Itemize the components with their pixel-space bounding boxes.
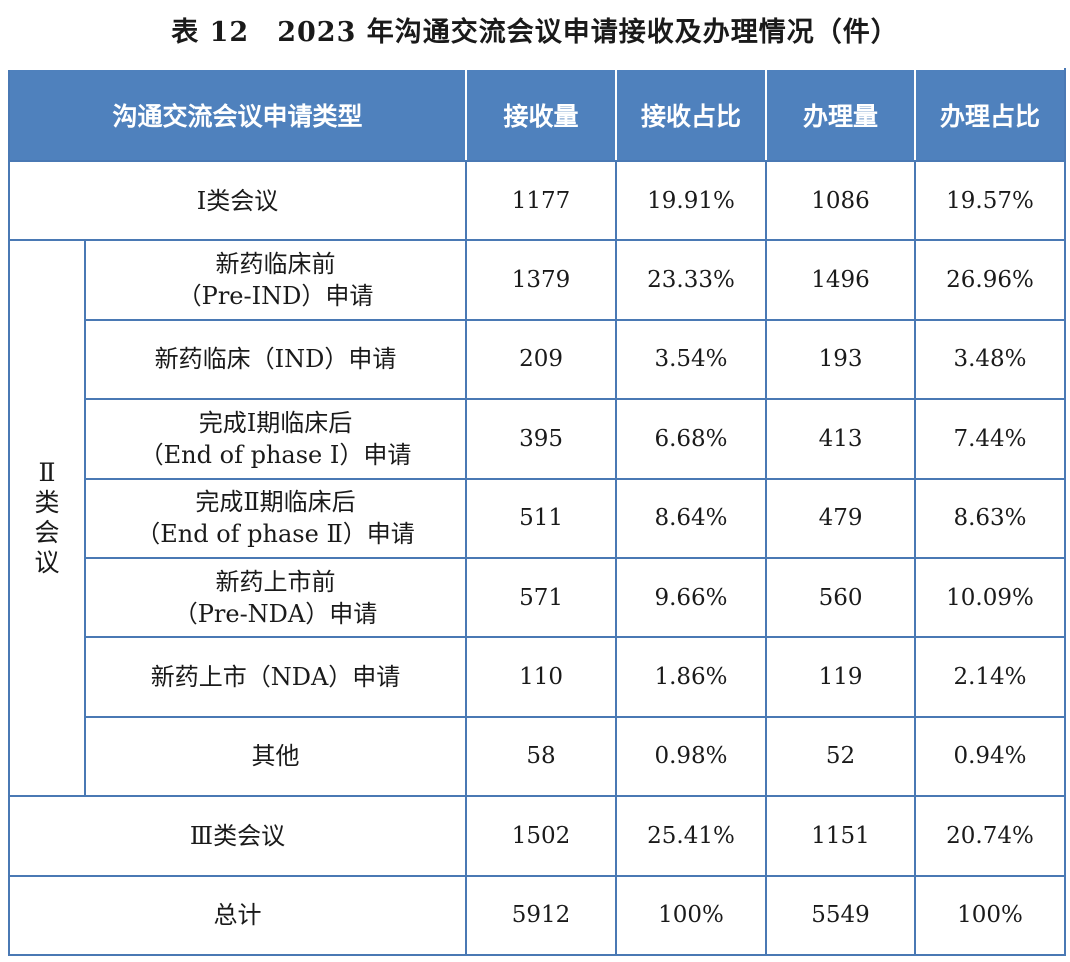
row-handled-pct: 10.09% bbox=[914, 556, 1067, 639]
header-type: 沟通交流会议申请类型 bbox=[7, 68, 468, 162]
table-row: 总计 5912 100% 5549 100% bbox=[7, 874, 1067, 957]
table-row: 完成Ⅰ期临床后 （End of phase Ⅰ）申请 395 6.68% 413 … bbox=[9, 398, 1067, 480]
table-row: 新药上市（NDA）申请 110 1.86% 119 2.14% bbox=[9, 636, 1067, 718]
row-received-pct: 25.41% bbox=[615, 795, 768, 877]
row-received-pct: 100% bbox=[615, 874, 768, 957]
row-received-pct: 0.98% bbox=[615, 715, 768, 798]
row-received: 1379 bbox=[465, 239, 618, 321]
row-type: 新药上市（NDA）申请 bbox=[83, 636, 468, 718]
meeting-applications-table: 沟通交流会议申请类型 接收量 接收占比 办理量 办理占比 Ⅰ类会议 1177 1… bbox=[7, 68, 1067, 957]
row-handled: 1151 bbox=[765, 795, 917, 877]
row-handled-pct: 7.44% bbox=[914, 398, 1067, 480]
row-received-pct: 23.33% bbox=[615, 239, 768, 321]
row-type: 总计 bbox=[7, 874, 468, 957]
row-received: 5912 bbox=[465, 874, 618, 957]
row-type: 新药临床前 （Pre-IND）申请 bbox=[83, 239, 468, 321]
table-caption: 表 12 2023 年沟通交流会议申请接收及办理情况（件） bbox=[171, 17, 899, 48]
row-received: 1502 bbox=[465, 795, 618, 877]
row-type: 新药上市前 （Pre-NDA）申请 bbox=[83, 556, 468, 639]
row-handled: 52 bbox=[765, 715, 917, 798]
row-handled: 1496 bbox=[765, 239, 917, 321]
header-handled: 办理量 bbox=[765, 68, 917, 162]
row-received-pct: 9.66% bbox=[615, 556, 768, 639]
table-row: 新药上市前 （Pre-NDA）申请 571 9.66% 560 10.09% bbox=[9, 556, 1067, 639]
row-handled: 193 bbox=[765, 318, 917, 401]
table-row: 其他 58 0.98% 52 0.94% bbox=[9, 715, 1067, 798]
row-handled-pct: 2.14% bbox=[914, 636, 1067, 718]
row-handled: 479 bbox=[765, 477, 917, 559]
row-type: 完成Ⅰ期临床后 （End of phase Ⅰ）申请 bbox=[83, 398, 468, 480]
row-handled-pct: 100% bbox=[914, 874, 1067, 957]
row-handled-pct: 8.63% bbox=[914, 477, 1067, 559]
header-received: 接收量 bbox=[465, 68, 618, 162]
row-type: Ⅲ类会议 bbox=[7, 795, 468, 877]
header-received-pct: 接收占比 bbox=[615, 68, 768, 162]
row-type: Ⅰ类会议 bbox=[7, 159, 468, 242]
row-received-pct: 8.64% bbox=[615, 477, 768, 559]
table-row: Ⅰ类会议 1177 19.91% 1086 19.57% bbox=[7, 159, 1067, 242]
row-received: 209 bbox=[465, 318, 618, 401]
row-received-pct: 6.68% bbox=[615, 398, 768, 480]
table-row: 新药临床（IND）申请 209 3.54% 193 3.48% bbox=[9, 318, 1067, 401]
row-handled: 119 bbox=[765, 636, 917, 718]
row-handled-pct: 26.96% bbox=[914, 239, 1067, 321]
table-row: Ⅲ类会议 1502 25.41% 1151 20.74% bbox=[7, 795, 1067, 877]
row-type: 其他 bbox=[83, 715, 468, 798]
row-handled: 560 bbox=[765, 556, 917, 639]
row-handled-pct: 19.57% bbox=[914, 159, 1067, 242]
row-type: 新药临床（IND）申请 bbox=[83, 318, 468, 401]
row-received: 1177 bbox=[465, 159, 618, 242]
row-received: 395 bbox=[465, 398, 618, 480]
row-handled: 413 bbox=[765, 398, 917, 480]
row-received: 110 bbox=[465, 636, 618, 718]
table-row: 完成Ⅱ期临床后 （End of phase Ⅱ）申请 511 8.64% 479 … bbox=[9, 477, 1067, 559]
row-handled-pct: 3.48% bbox=[914, 318, 1067, 401]
row-received: 511 bbox=[465, 477, 618, 559]
row-received-pct: 1.86% bbox=[615, 636, 768, 718]
row-type: 完成Ⅱ期临床后 （End of phase Ⅱ）申请 bbox=[83, 477, 468, 559]
row-handled: 1086 bbox=[765, 159, 917, 242]
header-handled-pct: 办理占比 bbox=[914, 68, 1067, 162]
row-handled-pct: 20.74% bbox=[914, 795, 1067, 877]
row-received: 58 bbox=[465, 715, 618, 798]
header-row: 沟通交流会议申请类型 接收量 接收占比 办理量 办理占比 bbox=[7, 68, 1067, 162]
row-received-pct: 3.54% bbox=[615, 318, 768, 401]
row-received: 571 bbox=[465, 556, 618, 639]
row-handled: 5549 bbox=[765, 874, 917, 957]
row-received-pct: 19.91% bbox=[615, 159, 768, 242]
row-handled-pct: 0.94% bbox=[914, 715, 1067, 798]
